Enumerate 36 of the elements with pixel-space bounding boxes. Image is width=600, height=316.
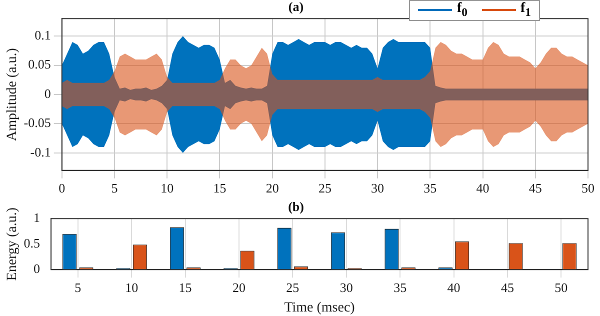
x-tick-label: 40	[447, 280, 460, 295]
x-tick-label: 20	[266, 180, 279, 196]
x-tick-label: 30	[371, 180, 384, 196]
x-tick-label: 5	[111, 180, 118, 196]
x-tick-label: 0	[58, 180, 66, 196]
y-tick-label: 0.1	[34, 28, 51, 43]
x-tick-label: 15	[213, 180, 226, 196]
x-tick-label: 35	[394, 280, 407, 295]
x-tick-label: 45	[500, 280, 514, 295]
x-tick-label: 15	[178, 280, 192, 295]
x-axis-title: Time (msec)	[284, 300, 356, 316]
chart-title: (a)	[288, 0, 304, 14]
x-tick-label: 40	[476, 180, 490, 196]
x-tick-label: 45	[528, 180, 542, 196]
x-tick-label: 50	[582, 180, 594, 196]
y-tick-label: 0	[44, 86, 51, 101]
x-tick-label: 25	[318, 180, 332, 196]
legend-label: f$_{0}$	[457, 1, 468, 20]
x-tick-label: 50	[554, 280, 568, 295]
legend-label: f$_{1}$	[520, 1, 531, 20]
x-tick-label: 25	[286, 280, 300, 295]
y-tick-label: -0.05	[24, 115, 51, 130]
x-tick-label: 10	[125, 280, 138, 295]
x-tick-label: 10	[160, 180, 174, 196]
y-tick-label: 0	[34, 261, 40, 276]
x-tick-label: 35	[424, 180, 437, 196]
x-tick-label: 30	[340, 280, 353, 295]
y-tick-label: 0.5	[24, 236, 40, 251]
x-tick-label: 20	[232, 280, 246, 295]
y-axis-title: Amplitude (a.u.)	[5, 48, 20, 141]
chart-title: (b)	[288, 199, 304, 214]
x-tick-label: 5	[74, 280, 82, 295]
y-axis-title: Energy (a.u.)	[5, 207, 20, 281]
y-tick-label: 0.05	[28, 56, 51, 72]
y-tick-label: -0.1	[30, 144, 51, 160]
y-tick-label: 1	[34, 210, 40, 226]
